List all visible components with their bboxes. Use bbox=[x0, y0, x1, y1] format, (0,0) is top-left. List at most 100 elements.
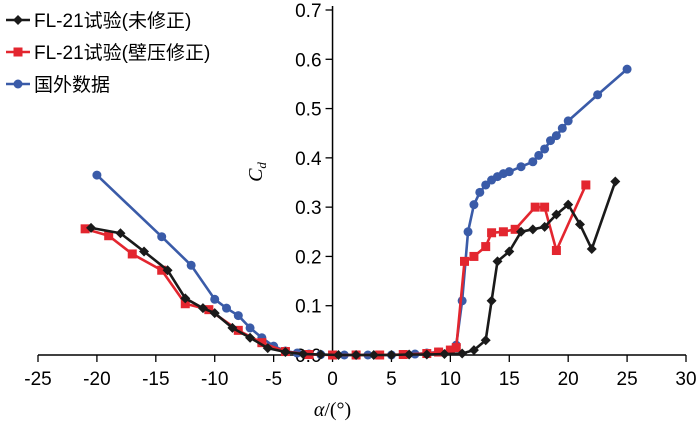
data-point bbox=[451, 343, 461, 353]
data-point bbox=[504, 246, 515, 257]
data-point bbox=[209, 308, 220, 319]
x-tick-label: -10 bbox=[201, 369, 228, 390]
data-point bbox=[197, 303, 208, 314]
y-tick-label: 0.7 bbox=[295, 1, 321, 22]
x-axis-symbol: α bbox=[314, 399, 325, 421]
data-point bbox=[257, 338, 267, 348]
data-point bbox=[528, 157, 538, 167]
data-point bbox=[421, 349, 432, 360]
x-tick-label: 10 bbox=[440, 369, 461, 390]
data-point bbox=[593, 90, 603, 100]
data-point bbox=[439, 349, 450, 360]
data-point bbox=[510, 224, 520, 234]
data-point bbox=[92, 170, 102, 180]
series-line bbox=[96, 68, 628, 357]
x-tick-label: 25 bbox=[617, 369, 638, 390]
x-tick-label: 15 bbox=[499, 369, 520, 390]
x-tick-label: -15 bbox=[142, 369, 169, 390]
data-point bbox=[13, 79, 23, 89]
data-point bbox=[262, 343, 273, 354]
data-point bbox=[127, 249, 137, 259]
legend-item: FL-21试验(壁压修正) bbox=[6, 42, 210, 64]
data-point bbox=[434, 347, 444, 357]
x-axis-unit: /(°) bbox=[324, 399, 351, 421]
data-point bbox=[581, 180, 591, 190]
y-axis-title: Cd bbox=[245, 162, 269, 182]
x-axis-title: α/(°) bbox=[314, 399, 351, 421]
data-point bbox=[80, 224, 90, 234]
data-point bbox=[557, 123, 567, 133]
data-point bbox=[180, 293, 191, 304]
data-point bbox=[298, 349, 309, 360]
data-point bbox=[487, 228, 497, 238]
data-point bbox=[368, 350, 379, 360]
data-point bbox=[13, 15, 23, 25]
data-point bbox=[498, 227, 508, 237]
data-point bbox=[530, 202, 540, 212]
data-point bbox=[245, 332, 256, 343]
y-tick-label: 0.1 bbox=[295, 297, 321, 318]
x-tick-label: -25 bbox=[24, 369, 51, 390]
data-point bbox=[516, 226, 527, 237]
data-point bbox=[115, 228, 126, 239]
data-point bbox=[486, 295, 497, 306]
x-tick-label: 0 bbox=[327, 369, 338, 390]
x-tick-label: 30 bbox=[675, 369, 696, 390]
y-axis-subscript: d bbox=[254, 162, 269, 169]
legend-label: FL-21试验(未修正) bbox=[34, 10, 191, 32]
data-point bbox=[86, 222, 97, 233]
y-tick-label: 0.2 bbox=[295, 247, 321, 268]
data-point bbox=[180, 299, 190, 309]
data-point bbox=[469, 251, 479, 261]
legend-item: FL-21试验(未修正) bbox=[6, 10, 191, 32]
data-point bbox=[468, 345, 479, 356]
series-circle bbox=[92, 64, 632, 360]
data-point bbox=[469, 200, 479, 210]
data-point bbox=[540, 144, 550, 154]
data-point bbox=[475, 187, 485, 197]
data-point bbox=[481, 242, 491, 252]
data-point bbox=[540, 202, 550, 212]
data-point bbox=[516, 162, 526, 172]
y-axis-symbol: C bbox=[245, 168, 267, 182]
data-point bbox=[333, 350, 344, 360]
data-point bbox=[457, 348, 468, 359]
data-point bbox=[222, 303, 232, 313]
series-diamond bbox=[86, 176, 621, 360]
data-point bbox=[551, 209, 562, 220]
data-point bbox=[233, 311, 243, 321]
data-point bbox=[157, 265, 167, 275]
legend-label: FL-21试验(壁压修正) bbox=[34, 42, 210, 64]
y-tick-label: 0.5 bbox=[295, 100, 321, 121]
data-point bbox=[460, 256, 470, 266]
data-point bbox=[534, 150, 544, 160]
y-tick-label: 0.6 bbox=[295, 50, 321, 71]
data-point bbox=[563, 199, 574, 210]
data-point bbox=[445, 345, 455, 355]
data-point bbox=[622, 64, 632, 74]
data-point bbox=[315, 349, 326, 360]
legend-item: 国外数据 bbox=[6, 74, 110, 96]
series-line bbox=[90, 181, 617, 357]
data-point bbox=[586, 244, 597, 255]
x-tick-label: -5 bbox=[265, 369, 282, 390]
data-point bbox=[492, 256, 503, 267]
y-tick-label: 0.4 bbox=[295, 149, 322, 170]
data-point bbox=[563, 116, 573, 126]
data-point bbox=[610, 176, 621, 187]
data-point bbox=[539, 221, 550, 232]
data-point bbox=[351, 350, 362, 360]
data-point bbox=[157, 232, 167, 242]
legend: FL-21试验(未修正) FL-21试验(壁压修正) 国外数据 bbox=[6, 10, 210, 96]
data-point bbox=[574, 219, 585, 230]
series-layer bbox=[80, 64, 632, 360]
axes: -25-20-15-10-50510152025300.00.10.20.30.… bbox=[24, 1, 696, 390]
x-tick-label: 20 bbox=[558, 369, 579, 390]
data-point bbox=[13, 47, 23, 57]
y-tick-label: 0.3 bbox=[295, 198, 321, 219]
data-point bbox=[481, 180, 491, 190]
x-tick-label: -20 bbox=[83, 369, 110, 390]
data-point bbox=[404, 349, 415, 360]
data-point bbox=[463, 227, 473, 237]
